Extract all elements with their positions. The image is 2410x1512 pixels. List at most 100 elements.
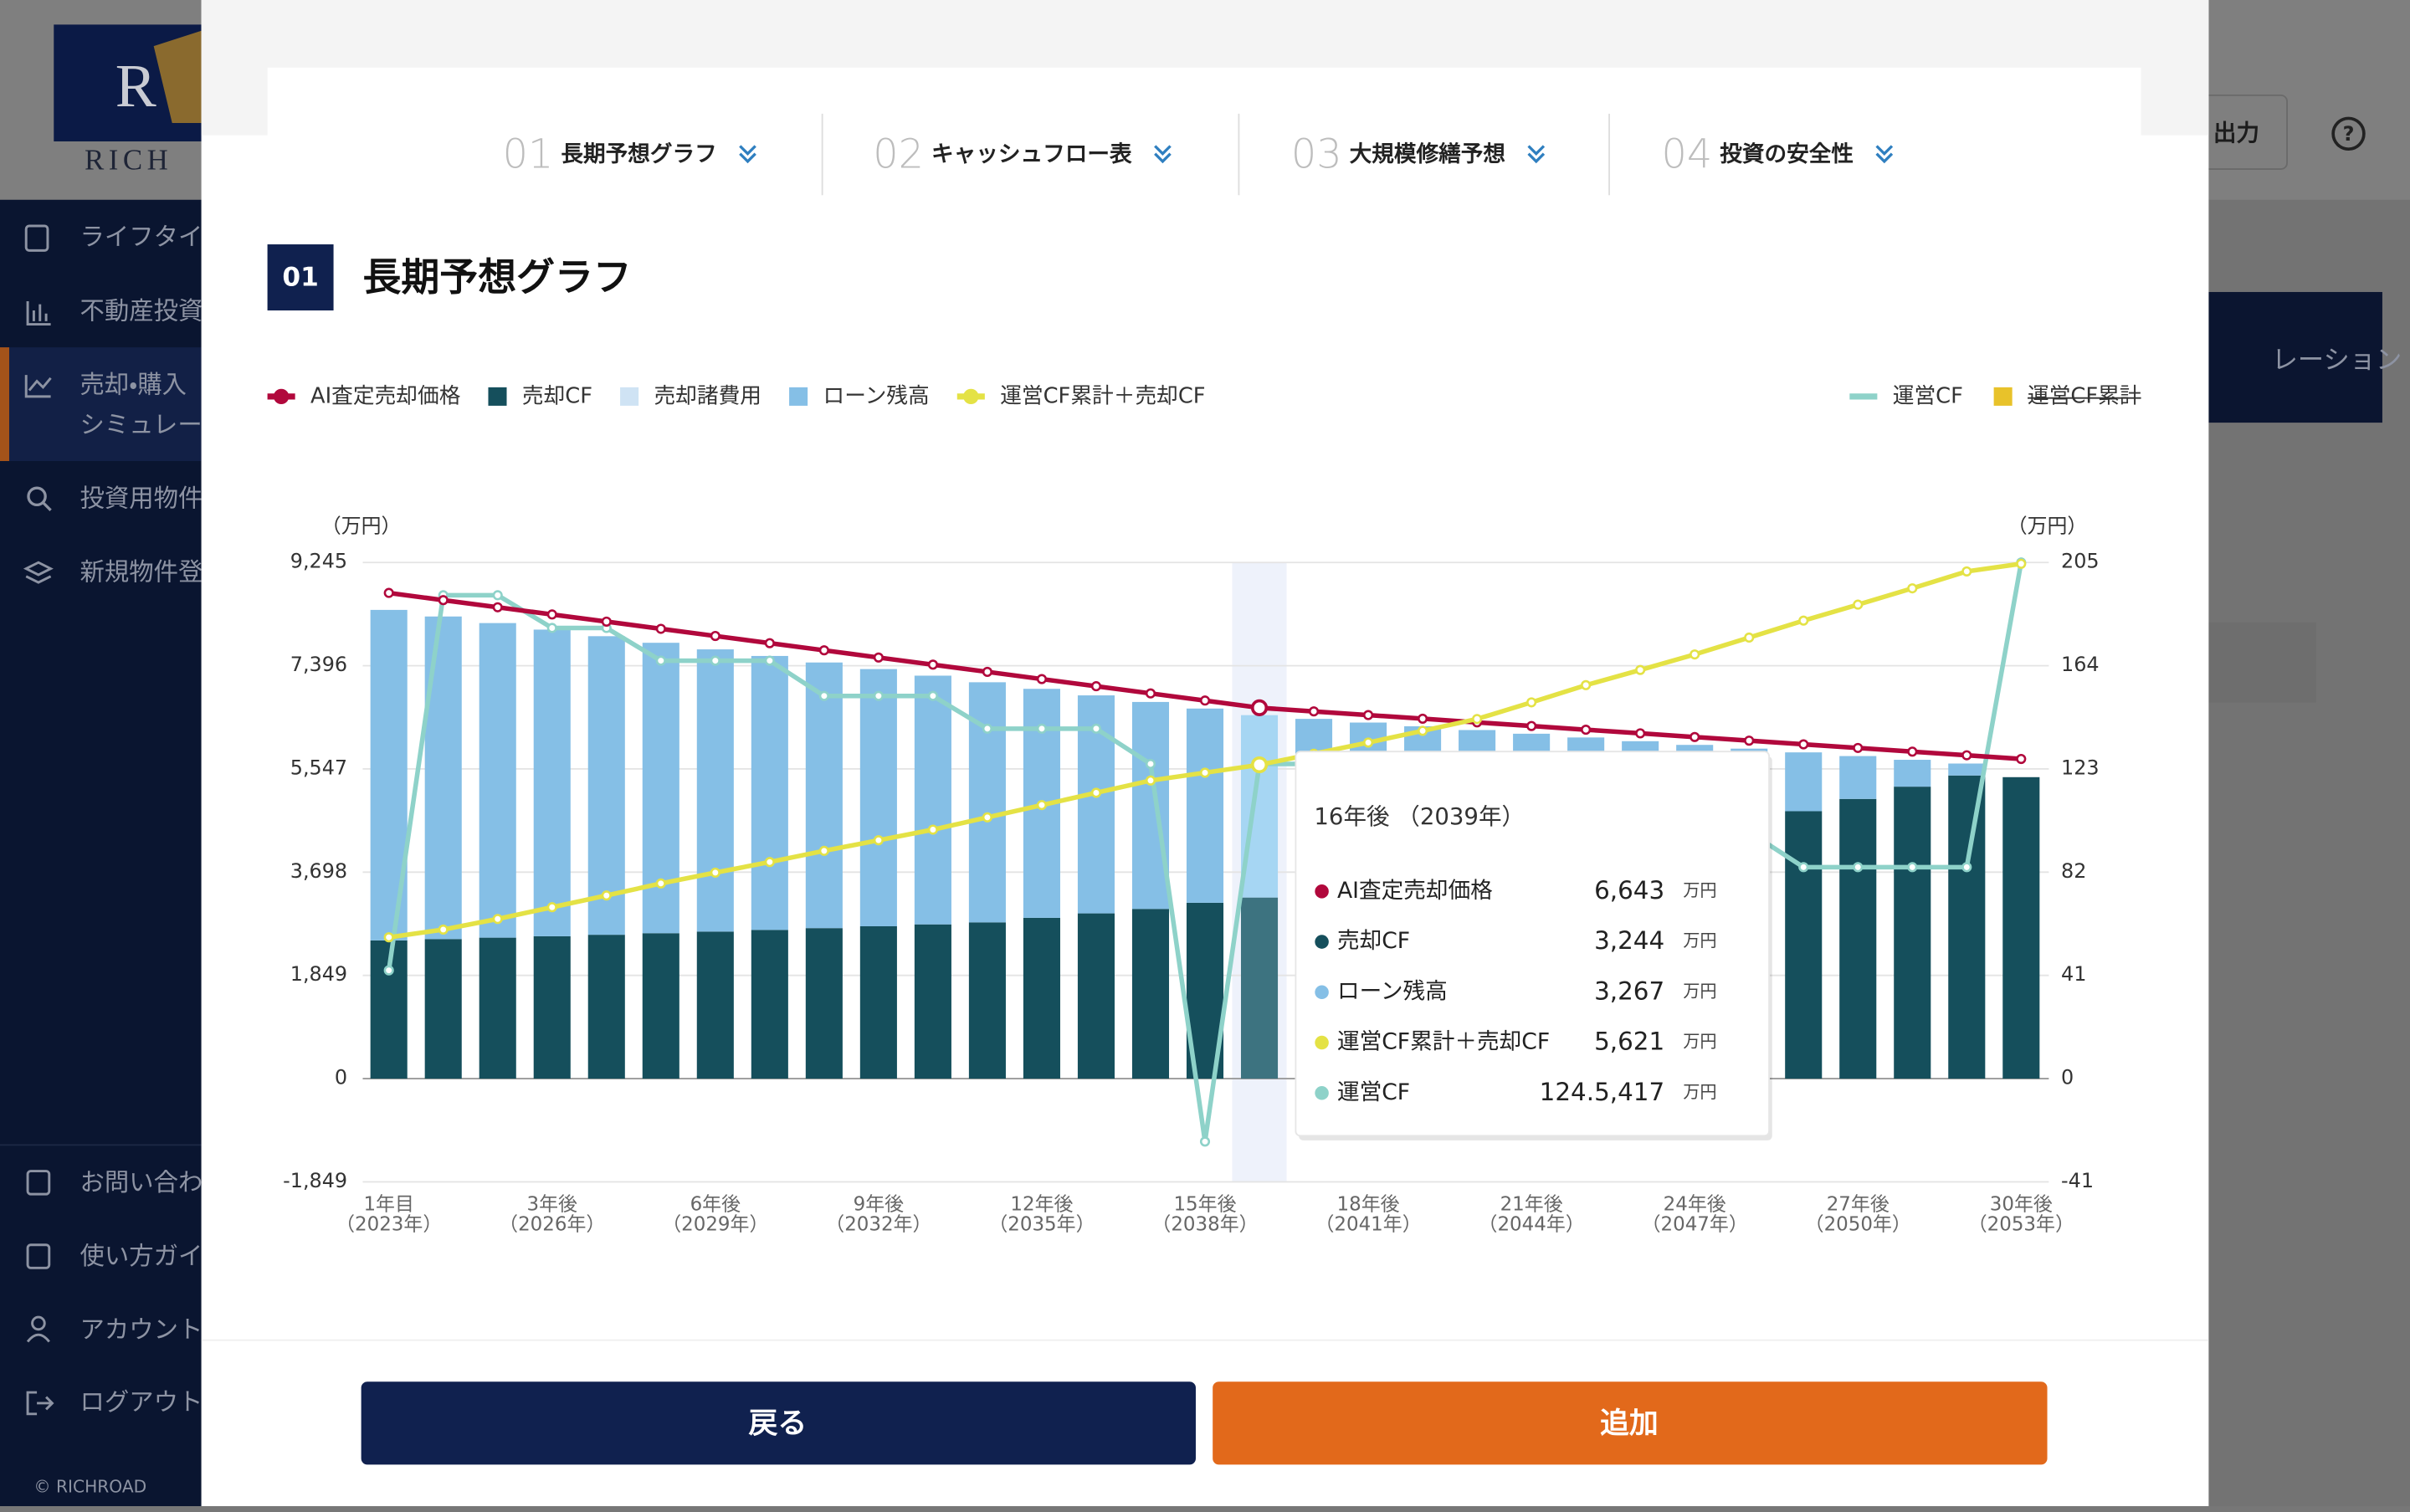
line-point <box>1472 714 1483 725</box>
icon <box>27 486 47 507</box>
tabs: 01 長期予想グラフ 02 キャッシュフロー表 03 大規模修繕予想 04 投資の安全性 <box>503 131 1894 177</box>
tab-number: 01 <box>503 131 554 177</box>
icon <box>26 1243 51 1269</box>
bar <box>859 925 897 1079</box>
nav-item[interactable]: 新規物件登 <box>80 558 203 587</box>
line-point <box>1581 679 1592 690</box>
logo-mark: R <box>115 52 156 120</box>
nav-item[interactable]: ライフタイ <box>80 223 203 251</box>
nav-item[interactable]: 使い方ガイ <box>80 1242 203 1270</box>
nav-item[interactable]: ログアウト <box>80 1387 203 1416</box>
nav-item[interactable]: シミュレー <box>80 410 203 438</box>
bar <box>424 616 462 940</box>
line-point <box>927 690 938 701</box>
active-item <box>0 347 202 462</box>
tab[interactable]: 02 キャッシュフロー表 <box>873 131 1172 177</box>
line-point <box>1145 758 1156 770</box>
line-point <box>383 587 394 598</box>
legend-item[interactable]: AI査定売却価格 <box>267 383 461 408</box>
help-icon[interactable] <box>2331 116 2366 151</box>
nav-item[interactable]: 売却・購入 <box>80 371 187 399</box>
line-point <box>1853 742 1864 753</box>
legend-item[interactable]: 運営CF <box>1849 383 1963 408</box>
bar <box>1948 775 1986 1079</box>
x-tick-sublabel: （2047年） <box>1642 1213 1748 1235</box>
tab-bar <box>267 67 2141 197</box>
line-point <box>1418 713 1428 724</box>
nav-item[interactable]: 投資用物件 <box>80 484 203 512</box>
legend-item[interactable]: 売却諸費用 <box>620 383 761 408</box>
line-point <box>1250 756 1269 774</box>
x-tick-sublabel: （2035年） <box>988 1213 1095 1235</box>
line-point <box>546 609 557 620</box>
line-point <box>546 902 557 913</box>
line-point <box>764 857 775 868</box>
tab[interactable]: 04 投資の安全性 <box>1662 131 1894 177</box>
active-bar <box>0 347 10 462</box>
x-tick-label: 3年後 <box>527 1194 578 1216</box>
x-tick-label: 24年後 <box>1664 1194 1726 1216</box>
tab[interactable]: 03 大規模修繕予想 <box>1291 131 1546 177</box>
tab-label: 大規模修繕予想 <box>1350 141 1505 167</box>
y2-tick-label: 82 <box>2061 859 2086 883</box>
line-point <box>1199 695 1211 706</box>
line-point <box>982 666 992 678</box>
line-point <box>492 602 503 612</box>
line-point <box>1798 739 1809 750</box>
line-point <box>1526 720 1537 731</box>
y-tick-label: -1,849 <box>283 1169 347 1192</box>
line-point <box>1961 862 1972 873</box>
line-point <box>982 812 992 823</box>
x-tick-label: 6年後 <box>690 1194 741 1216</box>
nav-item[interactable]: 不動産投資 <box>80 296 203 325</box>
x-tick-label: 21年後 <box>1500 1194 1563 1216</box>
tab[interactable]: 01 長期予想グラフ <box>503 131 756 177</box>
nav-item[interactable]: お問い合わ <box>80 1168 203 1197</box>
back-button[interactable] <box>361 1381 1196 1465</box>
tooltip-unit: 万円 <box>1683 981 1716 1001</box>
icon <box>26 300 51 326</box>
line-point <box>710 655 720 666</box>
line-point <box>710 630 720 642</box>
x-tick-label: 15年後 <box>1173 1194 1236 1216</box>
line-point <box>1363 710 1374 720</box>
line-point <box>1853 599 1864 610</box>
tooltip-dot <box>1315 935 1329 949</box>
icon <box>24 224 49 252</box>
y2-tick-label: 205 <box>2061 550 2100 573</box>
tooltip-unit: 万円 <box>1683 930 1716 951</box>
bar <box>1186 708 1224 903</box>
legend-item[interactable]: 売却CF <box>488 383 592 408</box>
y-tick-label: 9,245 <box>290 550 347 573</box>
tab-chevron <box>1875 145 1894 164</box>
line-point <box>2016 753 2027 765</box>
bg-row <box>2208 622 2316 703</box>
tab-number: 04 <box>1662 131 1713 177</box>
add-button[interactable] <box>1213 1381 2048 1465</box>
line-point <box>1145 775 1156 786</box>
line-point <box>764 638 775 648</box>
tooltip-dot <box>1315 1035 1329 1050</box>
y2-tick-label: 123 <box>2061 756 2100 779</box>
legend-item[interactable]: 運営CF累計 <box>1993 383 2141 408</box>
legend-label: 運営CF累計 <box>2028 383 2141 408</box>
line-point <box>1690 731 1700 742</box>
tooltip-name: 運営CF累計＋売却CF <box>1337 1029 1550 1055</box>
bar <box>751 930 788 1079</box>
line-point <box>1418 725 1428 736</box>
bar <box>642 643 679 934</box>
legend-item[interactable]: ローン残高 <box>789 383 930 408</box>
legend-swatch <box>488 387 507 406</box>
section-number: 01 <box>282 262 318 292</box>
x-tick-label: 1年目 <box>363 1194 413 1216</box>
legend-label: ローン残高 <box>823 383 929 408</box>
line-point <box>1145 688 1156 699</box>
line-point <box>818 690 829 701</box>
legend-item[interactable]: 運営CF累計＋売却CF <box>956 383 1206 408</box>
bar <box>1240 715 1279 898</box>
tooltip-unit: 万円 <box>1683 880 1716 900</box>
line-point <box>764 655 775 666</box>
nav-item[interactable]: アカウント <box>80 1315 203 1344</box>
y2-tick-label: -41 <box>2061 1169 2094 1192</box>
